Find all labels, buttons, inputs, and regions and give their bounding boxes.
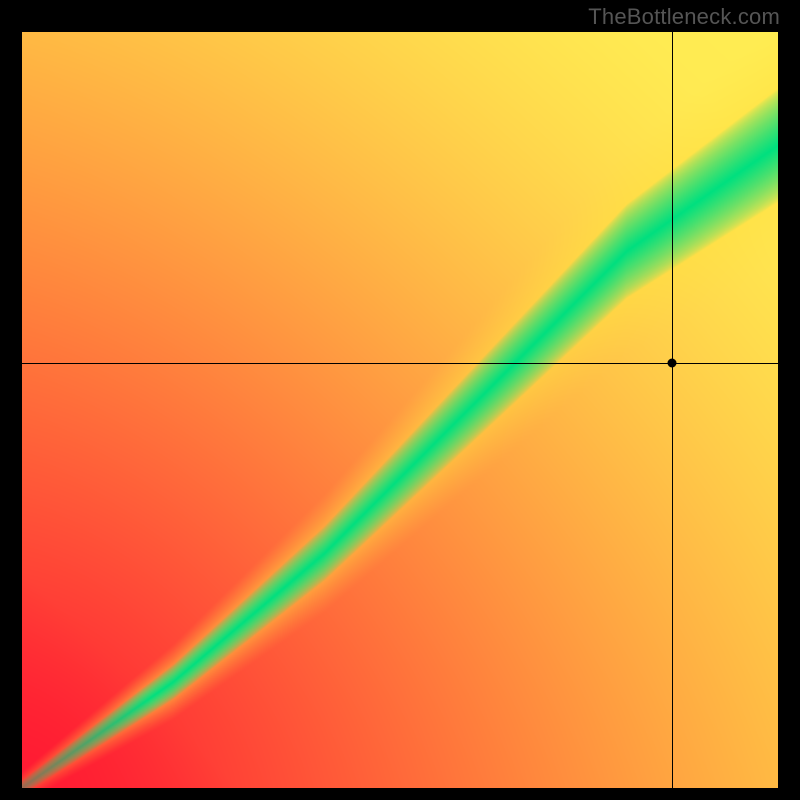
- crosshair-marker: [668, 359, 677, 368]
- crosshair-vertical: [672, 32, 673, 788]
- plot-area: [22, 32, 778, 788]
- watermark-text: TheBottleneck.com: [588, 4, 780, 30]
- heatmap-canvas: [22, 32, 778, 788]
- crosshair-horizontal: [22, 363, 778, 364]
